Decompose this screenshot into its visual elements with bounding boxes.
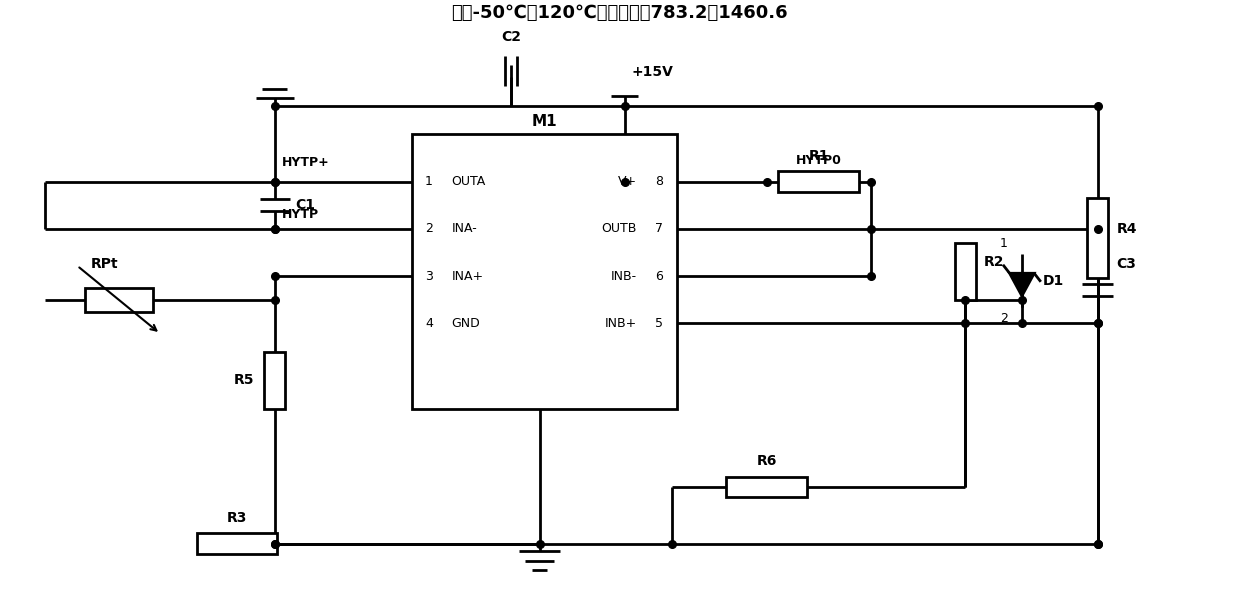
Text: V+: V+ xyxy=(618,175,637,188)
Text: C1: C1 xyxy=(296,198,316,212)
Text: 6: 6 xyxy=(655,270,663,283)
Text: C3: C3 xyxy=(1116,257,1136,272)
Text: R1: R1 xyxy=(808,148,829,163)
Text: 1: 1 xyxy=(1000,237,1007,249)
Text: C2: C2 xyxy=(502,30,522,44)
Bar xyxy=(955,243,975,300)
Text: INA+: INA+ xyxy=(452,270,483,283)
Text: R4: R4 xyxy=(1116,222,1137,236)
Text: OUTB: OUTB xyxy=(602,222,637,235)
Text: GND: GND xyxy=(452,317,481,330)
Text: R5: R5 xyxy=(233,373,254,387)
Title: 采集-50℃～120℃，阻值范围783.2～1460.6: 采集-50℃～120℃，阻值范围783.2～1460.6 xyxy=(451,4,788,22)
Text: HYTP0: HYTP0 xyxy=(795,155,841,168)
Bar xyxy=(197,533,278,554)
Text: RPt: RPt xyxy=(90,257,119,272)
Text: 2: 2 xyxy=(1000,312,1007,325)
Text: R6: R6 xyxy=(756,454,777,468)
Text: OUTA: OUTA xyxy=(452,175,486,188)
Text: M1: M1 xyxy=(532,115,558,129)
Text: R2: R2 xyxy=(984,255,1005,269)
Text: 5: 5 xyxy=(655,317,663,330)
Bar xyxy=(411,134,676,408)
Text: R3: R3 xyxy=(227,511,247,525)
Text: INA-: INA- xyxy=(452,222,477,235)
Text: 4: 4 xyxy=(425,317,434,330)
Text: 8: 8 xyxy=(655,175,663,188)
Bar xyxy=(264,352,285,408)
Bar xyxy=(84,288,152,312)
Text: 7: 7 xyxy=(655,222,663,235)
Bar xyxy=(726,477,807,497)
Text: 1: 1 xyxy=(425,175,434,188)
Text: 3: 3 xyxy=(425,270,434,283)
Text: +15V: +15V xyxy=(632,65,673,79)
Bar xyxy=(778,171,859,192)
Text: INB-: INB- xyxy=(611,270,637,283)
Text: INB+: INB+ xyxy=(605,317,637,330)
Text: D1: D1 xyxy=(1043,274,1064,288)
Bar xyxy=(1087,198,1108,278)
Text: HYTP+: HYTP+ xyxy=(282,156,330,169)
Polygon shape xyxy=(1010,274,1035,296)
Text: HYTP: HYTP xyxy=(282,208,320,221)
Text: 2: 2 xyxy=(425,222,434,235)
